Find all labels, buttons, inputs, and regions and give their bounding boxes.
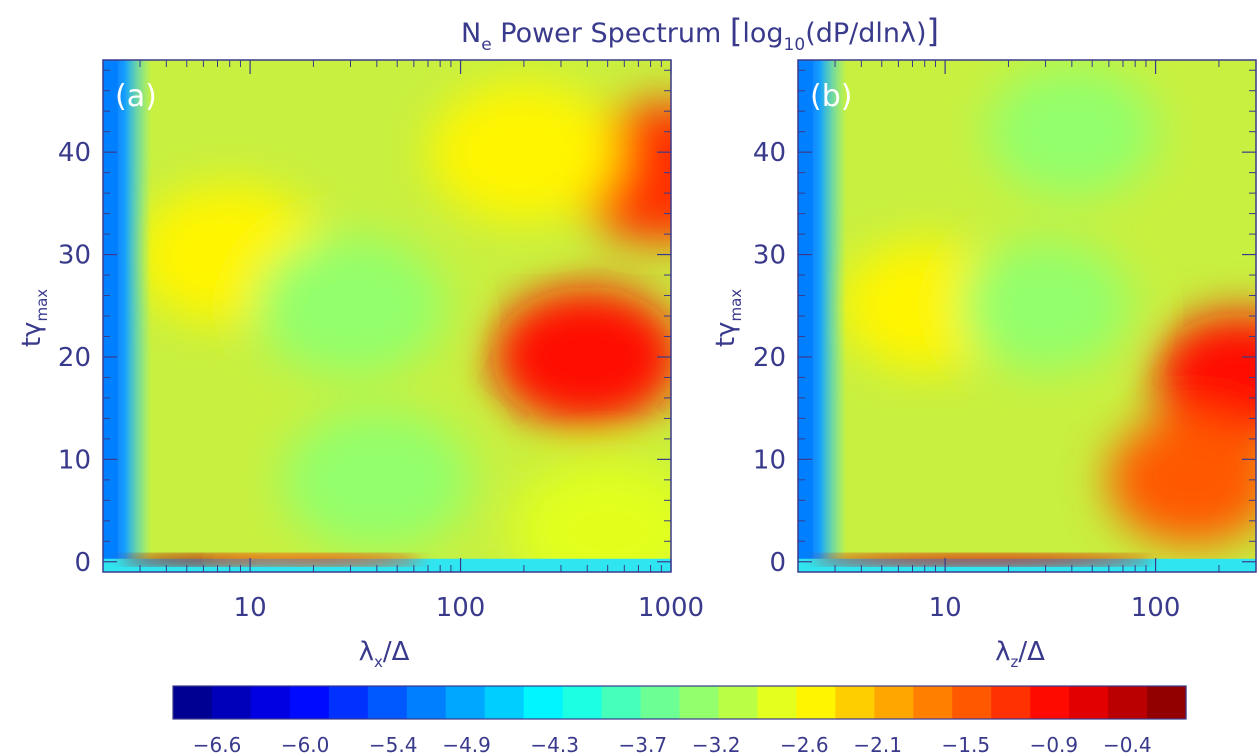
colorbar-level [445,686,486,719]
colorbar-tick-label: −6.6 [193,733,242,755]
heatmap-b-region-5 [1154,312,1256,443]
colorbar-tick-label: −3.2 [692,733,741,755]
heatmap-a-region-5 [281,409,472,550]
panel-b-y-tick-label: 40 [753,138,786,168]
heatmap-a-region-4 [255,235,446,376]
panel-b-x-axis-label: λz/Δ [995,637,1045,671]
panel-a-label: (a) [115,79,157,114]
heatmap-b-region-4 [986,66,1157,197]
colorbar-level [835,686,875,719]
panel-b-y-tick-label: 10 [753,445,786,475]
colorbar-level [484,686,525,719]
panel-b-y-tick-label: 30 [753,241,786,271]
heatmap-b-t0-peak [812,554,1153,565]
panel-a-y-tick-label: 10 [58,445,91,475]
colorbar-tick-label: −2.6 [780,733,829,755]
colorbar-level [952,686,992,719]
colorbar-tick-label: −1.5 [941,733,990,755]
panel-a-y-tick-label: 30 [58,241,91,271]
colorbar-tick-label: −4.9 [442,733,491,755]
panel-a-x-tick-label: 100 [436,593,486,623]
colorbar-tick-label: −6.0 [281,733,330,755]
colorbar-tick-label: −5.4 [369,733,418,755]
colorbar-level [796,686,836,719]
panel-a-y-tick-label: 20 [58,343,91,373]
panel-b-x-tick-label: 100 [1131,593,1181,623]
panel-a-x-tick-label: 1000 [638,593,704,623]
chart-title: Ne Power Spectrum [log10(dP/dlnλ)] [461,12,939,55]
colorbar-level [679,686,720,719]
heatmap-a-region-9 [512,461,671,572]
panel-a-y-tick-label: 0 [74,548,91,578]
colorbar-level [173,686,213,719]
colorbar-level [562,686,603,719]
colorbar-tick-label: −2.1 [853,733,902,755]
colorbar-level [991,686,1031,719]
colorbar-level [289,686,330,719]
colorbar-level [874,686,914,719]
heatmap-b-region-3 [960,240,1131,371]
colorbar-level [718,686,759,719]
heatmap-b-region-6 [1107,414,1256,545]
colorbar-level [328,686,369,719]
colorbar-level [601,686,642,719]
heatmap-a-region-6 [492,286,671,427]
colorbar-frame [172,685,1187,720]
colorbar-tick-label: −3.7 [619,733,668,755]
heatmap-a-region-8 [428,82,619,223]
colorbar: −6.6 −6.0 −5.4 −4.9 −4.3 −3.7 −3.2 −2.6 −2.1 −1.5… [172,685,1187,755]
colorbar-level [406,686,447,719]
colorbar-tick-label: −0.4 [1103,733,1152,755]
heatmap-a-sharp-features [103,60,671,572]
panel-b-x-tick-label: 10 [929,593,962,623]
colorbar-level [640,686,681,719]
panel-a-y-axis-label: tγmax [17,289,51,347]
colorbar-level [250,686,291,719]
colorbar-level [523,686,564,719]
panel-a-x-axis-label: λx/Δ [359,637,410,671]
heatmap-b-region-2 [839,240,1010,371]
heatmap-a-field [134,82,671,572]
colorbar-level [367,686,408,719]
panel-b-y-tick-label: 0 [769,548,786,578]
heatmap-a-t0-peak [119,554,424,565]
colorbar-level [1108,686,1148,719]
colorbar-level [211,686,252,719]
panel-b-y-axis-label: tγmax [711,289,745,347]
panel-b-ticks: 10 100 0 10 20 30 40 [753,60,1256,623]
colorbar-tick-label: −4.3 [530,733,579,755]
colorbar-level [913,686,953,719]
panel-a-x-tick-label: 10 [234,593,267,623]
colorbar-level [757,686,797,719]
heatmap-b-field [839,66,1256,545]
heatmap-a-peak-1 [203,554,424,565]
heatmap-a-edge-core [103,60,118,572]
colorbar-level [1069,686,1109,719]
heatmap-b-edge-core [798,60,813,572]
colorbar-level [1030,686,1070,719]
panel-a-y-tick-label: 40 [58,138,91,168]
panel-a: 10 100 1000 0 10 20 30 40 (a) λx/Δ tγmax [17,59,704,671]
heatmap-b-sharp-features [798,60,1256,572]
colorbar-level [1147,686,1187,719]
panel-b-label: (b) [810,79,852,114]
heatmap-b-peak-0 [812,554,1153,565]
panel-b: 10 100 0 10 20 30 40 (b) λz/Δ tγmax [711,59,1257,671]
panel-b-y-tick-label: 20 [753,343,786,373]
panel-a-ticks: 10 100 1000 0 10 20 30 40 [58,60,704,623]
colorbar-tick-label: −0.9 [1030,733,1079,755]
